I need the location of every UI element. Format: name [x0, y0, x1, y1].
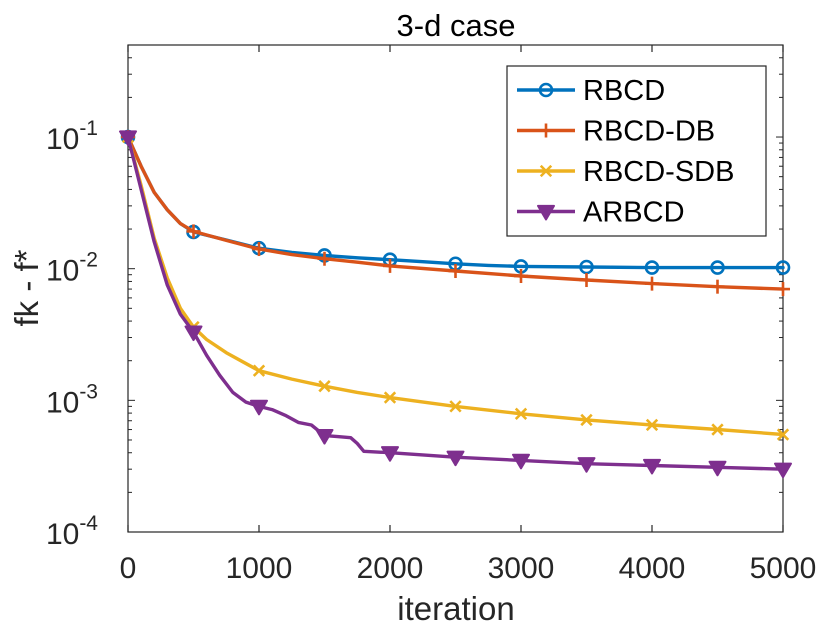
- y-tick-label: 10-1: [46, 117, 98, 156]
- data-point-marker: [512, 453, 530, 470]
- y-tick-label: 10-2: [46, 249, 98, 288]
- data-point-marker: [317, 251, 332, 266]
- legend-item: ARBCD: [517, 197, 685, 229]
- data-point-marker: [538, 82, 554, 98]
- series-rbcd-sdb: [121, 130, 790, 441]
- data-point-marker: [514, 407, 528, 420]
- data-point-marker: [539, 123, 553, 138]
- series-layer: [119, 129, 792, 479]
- data-point-marker: [645, 418, 659, 432]
- series-rbcd-db: [121, 130, 790, 297]
- y-tick-base: 10: [46, 386, 79, 419]
- data-point-marker: [776, 428, 790, 441]
- data-point-marker: [577, 457, 596, 473]
- legend-label: RBCD-SDB: [583, 156, 734, 188]
- data-point-marker: [710, 279, 725, 294]
- data-point-marker: [708, 460, 727, 477]
- y-tick-exponent: -4: [79, 512, 98, 535]
- x-tick-label: 4000: [619, 552, 686, 585]
- data-point-marker: [580, 413, 593, 427]
- x-tick-label: 3000: [488, 552, 555, 585]
- data-point-marker: [318, 380, 331, 393]
- y-axis: 10-110-210-310-4: [46, 44, 783, 551]
- x-axis: 0 1000 2000 3000 4000 5000: [120, 45, 817, 585]
- series-arbcd: [119, 130, 792, 479]
- y-tick-exponent: -3: [79, 380, 98, 403]
- data-point-marker: [514, 268, 528, 283]
- y-tick-base: 10: [46, 518, 79, 551]
- data-point-marker: [645, 276, 659, 291]
- chart-title: 3-d case: [397, 8, 516, 43]
- data-point-marker: [776, 282, 790, 297]
- data-point-marker: [537, 204, 555, 221]
- data-point-marker: [383, 258, 397, 273]
- data-point-marker: [710, 260, 725, 275]
- data-point-marker: [644, 260, 660, 275]
- legend-label: RBCD: [583, 75, 665, 107]
- data-point-marker: [250, 399, 268, 416]
- data-point-marker: [449, 400, 462, 413]
- data-point-marker: [252, 242, 266, 257]
- y-tick-label: 10-3: [46, 380, 98, 419]
- data-point-marker: [383, 391, 397, 404]
- data-point-marker: [184, 325, 203, 342]
- legend-label: ARBCD: [583, 197, 685, 229]
- series-line: [126, 135, 785, 291]
- data-point-marker: [381, 446, 399, 462]
- data-point-marker: [711, 423, 724, 436]
- data-point-marker: [252, 364, 266, 377]
- data-point-marker: [539, 164, 553, 178]
- data-point-marker: [448, 264, 463, 279]
- y-tick-base: 10: [46, 123, 79, 156]
- y-tick-exponent: -1: [79, 117, 98, 140]
- y-tick-exponent: -2: [79, 249, 98, 272]
- data-point-marker: [579, 259, 594, 275]
- data-point-marker: [186, 224, 201, 239]
- legend-item: RBCD-DB: [517, 116, 715, 148]
- legend: RBCD RBCD-DB RBCD-SDB ARBCD: [506, 65, 767, 237]
- y-tick-base: 10: [46, 255, 79, 288]
- x-tick-label: 1000: [226, 552, 293, 585]
- y-axis-label: fk - f*: [8, 249, 45, 326]
- data-point-marker: [446, 450, 465, 467]
- data-point-marker: [775, 260, 791, 275]
- legend-label: RBCD-DB: [583, 116, 715, 148]
- legend-item: RBCD-SDB: [517, 156, 734, 188]
- data-point-marker: [579, 273, 594, 288]
- series-line: [126, 135, 785, 471]
- data-point-marker: [119, 130, 137, 147]
- data-point-marker: [774, 462, 792, 479]
- data-point-marker: [643, 458, 661, 475]
- x-tick-label: 2000: [357, 552, 424, 585]
- x-tick-label: 5000: [750, 552, 817, 585]
- x-tick-label: 0: [120, 552, 137, 585]
- legend-item: RBCD: [517, 75, 665, 107]
- x-axis-label: iteration: [397, 590, 514, 627]
- y-tick-label: 10-4: [46, 512, 98, 551]
- data-point-marker: [315, 428, 334, 445]
